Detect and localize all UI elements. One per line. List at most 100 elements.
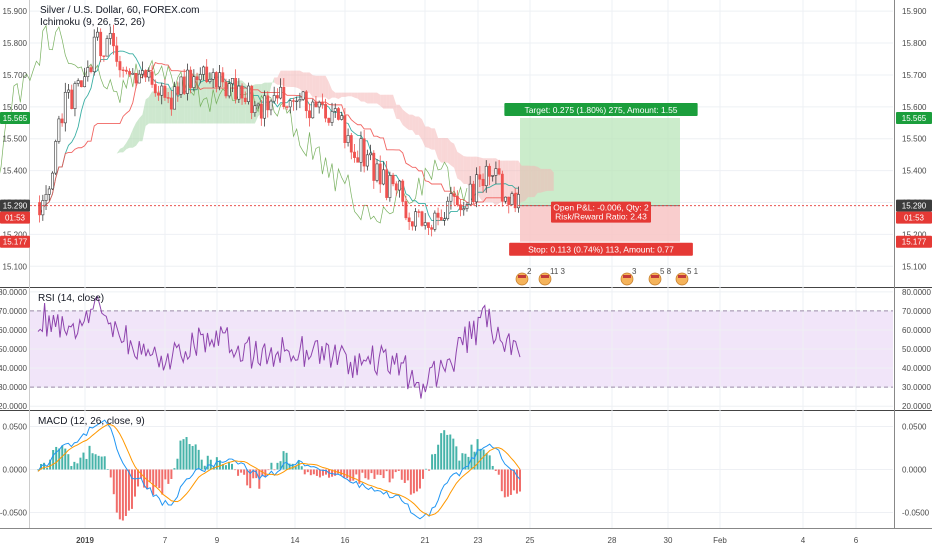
- candle-body[interactable]: [404, 201, 408, 219]
- candle-body[interactable]: [54, 141, 58, 174]
- candle-body[interactable]: [356, 157, 360, 163]
- candle-body[interactable]: [333, 108, 337, 112]
- candle-body[interactable]: [153, 84, 157, 94]
- candle-body[interactable]: [173, 86, 176, 110]
- candle-body[interactable]: [137, 73, 141, 84]
- candle-body[interactable]: [166, 97, 170, 99]
- candle-body[interactable]: [497, 168, 501, 175]
- candle-body[interactable]: [79, 80, 83, 88]
- candle-body[interactable]: [76, 80, 80, 84]
- candle-body[interactable]: [70, 89, 74, 109]
- price-axis-label[interactable]: 15.200: [902, 230, 927, 239]
- candle-body[interactable]: [414, 211, 417, 227]
- macd-axis-label[interactable]: 0.0000: [902, 466, 927, 475]
- candle-body[interactable]: [144, 70, 148, 78]
- candle-body[interactable]: [121, 69, 125, 72]
- price-axis-label[interactable]: 15.800: [902, 39, 927, 48]
- candle-body[interactable]: [263, 95, 266, 119]
- rsi-axis-label[interactable]: 20.0000: [0, 402, 28, 411]
- candle-body[interactable]: [269, 100, 273, 111]
- price-axis-label[interactable]: 15.600: [902, 103, 927, 112]
- candle-body[interactable]: [385, 169, 389, 198]
- candle-body[interactable]: [475, 174, 479, 203]
- candle-body[interactable]: [491, 175, 495, 177]
- candle-body[interactable]: [314, 101, 318, 108]
- candle-body[interactable]: [195, 76, 199, 81]
- rsi-axis-label[interactable]: 60.0000: [0, 326, 28, 335]
- candle-body[interactable]: [214, 72, 218, 88]
- candle-body[interactable]: [124, 69, 128, 72]
- candle-body[interactable]: [426, 222, 430, 228]
- time-axis-label[interactable]: 25: [526, 536, 535, 545]
- candle-body[interactable]: [157, 92, 160, 96]
- candle-body[interactable]: [198, 74, 202, 81]
- candle-body[interactable]: [247, 85, 250, 102]
- price-axes[interactable]: 2019 7 9 14 16 21 23 25 28 30 Feb 4 615.90015.90015.…: [0, 7, 932, 545]
- candle-body[interactable]: [359, 138, 363, 163]
- target-price-tag[interactable]: 15.565: [3, 114, 28, 123]
- candle-body[interactable]: [279, 86, 283, 99]
- candle-body[interactable]: [513, 193, 517, 209]
- time-axis-label[interactable]: 21: [421, 536, 430, 545]
- stop-price-tag-bg[interactable]: [0, 235, 30, 248]
- macd-axis-label[interactable]: -0.0500: [0, 509, 28, 518]
- bar-countdown-tag[interactable]: 01:53: [5, 214, 26, 223]
- candle-body[interactable]: [369, 152, 373, 156]
- candle-body[interactable]: [468, 183, 472, 205]
- candle-body[interactable]: [462, 208, 466, 211]
- time-axis-label[interactable]: 2019: [76, 536, 94, 545]
- ichimoku-legend[interactable]: Ichimoku (9, 26, 52, 26): [40, 17, 146, 28]
- price-axis-label[interactable]: 15.700: [902, 71, 927, 80]
- candle-body[interactable]: [259, 103, 263, 119]
- price-axis-label[interactable]: 15.900: [3, 7, 28, 16]
- target-zone[interactable]: [520, 117, 680, 206]
- target-price-tag[interactable]: 15.565: [902, 114, 927, 123]
- candle-body[interactable]: [311, 101, 315, 119]
- candle-body[interactable]: [443, 218, 446, 221]
- candle-body[interactable]: [92, 36, 96, 73]
- macd-axis-label[interactable]: 0.0500: [902, 422, 927, 431]
- candle-body[interactable]: [446, 200, 450, 220]
- price-axis-label[interactable]: 15.900: [902, 7, 927, 16]
- candle-body[interactable]: [417, 211, 421, 213]
- event-flag-icon[interactable]: 2: [515, 267, 532, 286]
- rsi-axis-label[interactable]: 70.0000: [902, 307, 931, 316]
- candle-body[interactable]: [343, 115, 347, 143]
- candle-body[interactable]: [439, 217, 443, 221]
- candle-body[interactable]: [134, 72, 138, 84]
- candle-body[interactable]: [118, 61, 122, 71]
- candle-body[interactable]: [455, 195, 459, 206]
- macd-axis-label[interactable]: -0.0500: [902, 509, 930, 518]
- candle-body[interactable]: [401, 180, 405, 202]
- time-axis-label[interactable]: 9: [215, 536, 220, 545]
- event-flag-icon[interactable]: 5 8: [648, 267, 672, 286]
- time-axis-label[interactable]: 4: [801, 536, 806, 545]
- candle-body[interactable]: [179, 76, 183, 95]
- price-axis-label[interactable]: 15.700: [3, 71, 28, 80]
- price-axis-label[interactable]: 15.500: [3, 135, 28, 144]
- event-flag-icon[interactable]: 11 3: [538, 267, 566, 286]
- current-price-tag-bg[interactable]: [0, 199, 30, 212]
- candle-body[interactable]: [504, 196, 507, 202]
- candle-body[interactable]: [394, 183, 398, 191]
- candle-body[interactable]: [346, 135, 350, 143]
- candle-body[interactable]: [108, 33, 112, 39]
- candle-body[interactable]: [433, 212, 437, 230]
- candle-body[interactable]: [237, 85, 241, 100]
- candle-body[interactable]: [202, 66, 205, 75]
- candle-body[interactable]: [218, 72, 221, 88]
- target-price-tag-bg[interactable]: [0, 111, 30, 124]
- candle-body[interactable]: [256, 103, 260, 107]
- risk-reward-label[interactable]: Risk/Reward Ratio: 2.43: [555, 212, 647, 222]
- candle-body[interactable]: [378, 163, 382, 185]
- candle-body[interactable]: [105, 38, 109, 57]
- time-axis-label[interactable]: Feb: [713, 536, 727, 545]
- macd-legend[interactable]: MACD (12, 26, close, 9): [38, 416, 145, 427]
- candle-body[interactable]: [349, 135, 353, 153]
- candle-body[interactable]: [163, 85, 167, 98]
- candle-body[interactable]: [38, 202, 42, 216]
- candle-body[interactable]: [128, 71, 132, 75]
- stop-price-tag[interactable]: 15.177: [3, 238, 28, 247]
- candle-body[interactable]: [102, 55, 106, 57]
- candle-body[interactable]: [282, 86, 286, 107]
